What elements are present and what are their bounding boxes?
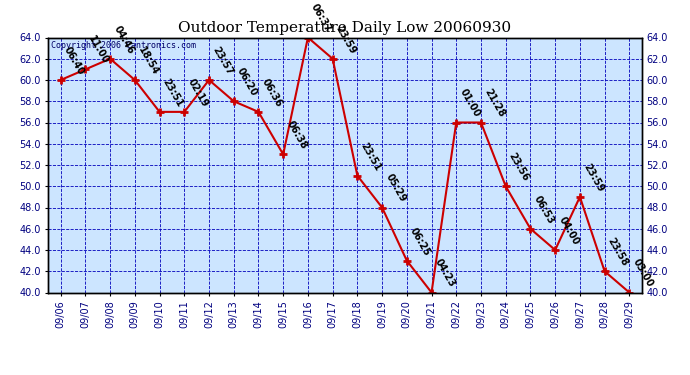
Text: 04:46: 04:46 xyxy=(111,24,135,56)
Text: 06:37: 06:37 xyxy=(309,3,333,34)
Text: 06:38: 06:38 xyxy=(284,119,308,151)
Text: 06:53: 06:53 xyxy=(532,194,556,226)
Text: 23:51: 23:51 xyxy=(161,77,185,109)
Text: 06:40: 06:40 xyxy=(62,45,86,77)
Text: Copyright 2006 Cantronics.com: Copyright 2006 Cantronics.com xyxy=(51,41,196,50)
Text: 01:00: 01:00 xyxy=(457,87,482,119)
Text: 04:23: 04:23 xyxy=(433,258,457,290)
Title: Outdoor Temperature Daily Low 20060930: Outdoor Temperature Daily Low 20060930 xyxy=(179,21,511,35)
Text: 23:59: 23:59 xyxy=(581,162,605,194)
Text: 03:00: 03:00 xyxy=(631,258,655,290)
Text: 18:54: 18:54 xyxy=(136,45,160,77)
Text: 23:58: 23:58 xyxy=(606,236,630,268)
Text: 23:59: 23:59 xyxy=(334,24,358,56)
Text: 06:20: 06:20 xyxy=(235,66,259,98)
Text: 06:36: 06:36 xyxy=(259,77,284,109)
Text: 23:51: 23:51 xyxy=(359,141,383,172)
Text: 23:56: 23:56 xyxy=(507,151,531,183)
Text: 11:00: 11:00 xyxy=(87,34,111,66)
Text: 04:00: 04:00 xyxy=(556,215,580,247)
Text: 06:25: 06:25 xyxy=(408,226,432,257)
Text: 21:28: 21:28 xyxy=(482,87,506,119)
Text: 23:57: 23:57 xyxy=(210,45,235,77)
Text: 02:19: 02:19 xyxy=(186,77,210,109)
Text: 05:29: 05:29 xyxy=(384,172,408,204)
